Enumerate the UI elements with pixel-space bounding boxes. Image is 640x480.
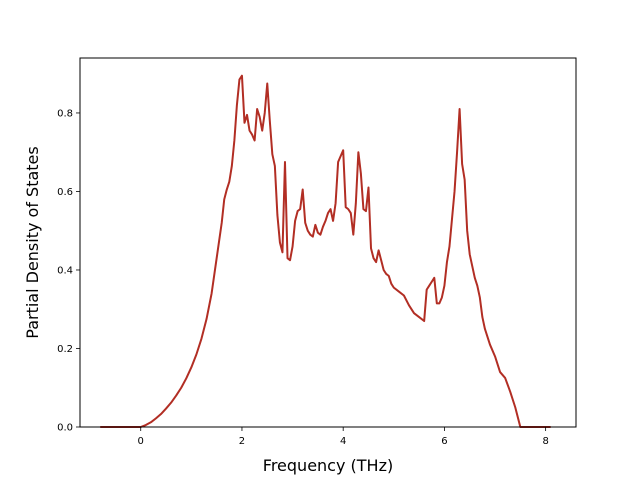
y-tick-label: 0.4 [57, 265, 73, 276]
y-axis-label: Partial Density of States [23, 146, 42, 338]
pdos-series-line [100, 74, 551, 428]
x-tick-label: 6 [441, 436, 447, 447]
y-tick-label: 0.6 [57, 187, 73, 198]
axes-frame [79, 57, 577, 428]
x-tick-label: 8 [542, 436, 548, 447]
y-tick-label: 0.0 [57, 423, 73, 434]
x-axis-ticks: 0 2 4 6 8 [138, 427, 549, 447]
x-tick-label: 4 [340, 436, 346, 447]
plot-area [100, 74, 551, 428]
y-tick-label: 0.8 [57, 108, 73, 119]
y-tick-label: 0.2 [57, 344, 73, 355]
x-tick-label: 0 [138, 436, 144, 447]
y-axis-ticks: 0.0 0.2 0.4 0.6 0.8 [57, 108, 80, 434]
x-axis-label: Frequency (THz) [263, 456, 393, 475]
x-tick-label: 2 [239, 436, 245, 447]
